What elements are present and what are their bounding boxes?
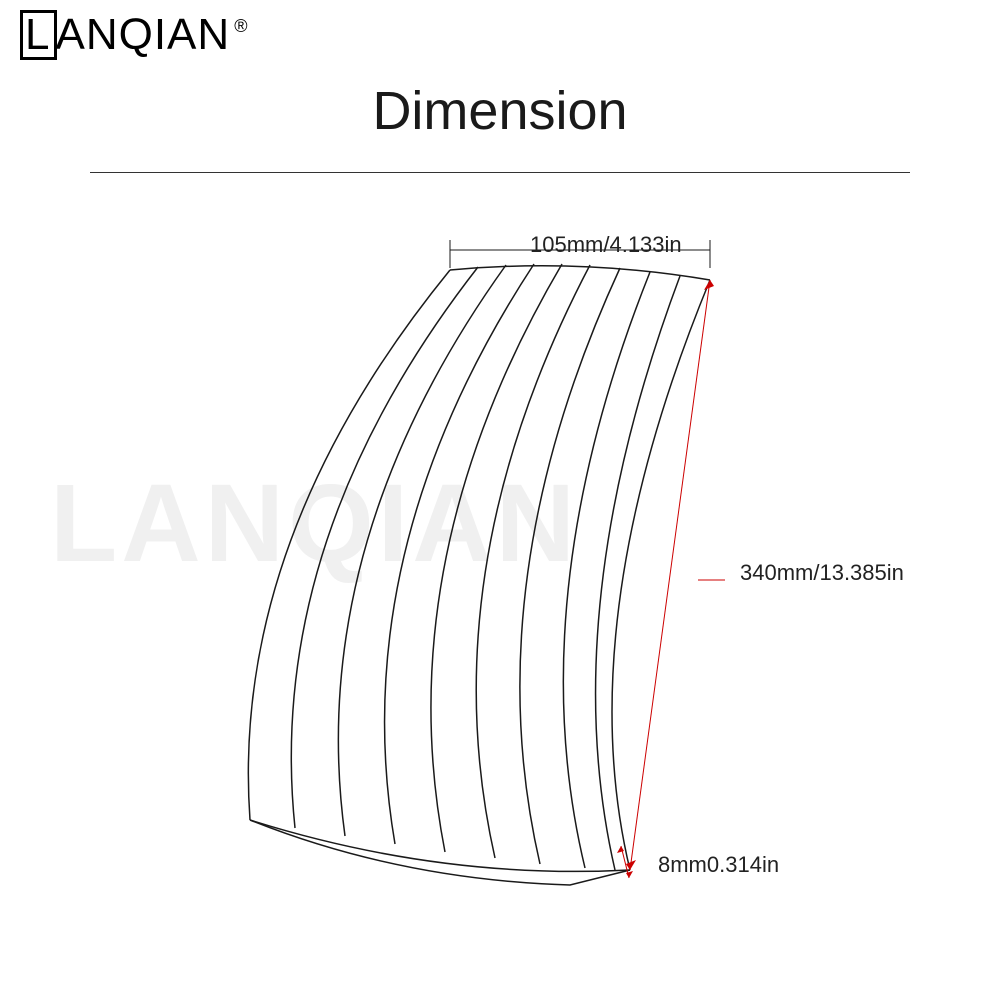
title-underline [90,172,910,173]
brand-name: LANQIAN [20,10,230,60]
dim-height-label: 340mm/13.385in [740,560,904,586]
registered-mark: ® [234,16,247,37]
dim-width-label: 105mm/4.133in [530,232,682,258]
dim-thick-label: 8mm0.314in [658,852,779,878]
page-title: Dimension [0,80,1000,142]
brand-logo: LANQIAN ® [20,10,247,60]
